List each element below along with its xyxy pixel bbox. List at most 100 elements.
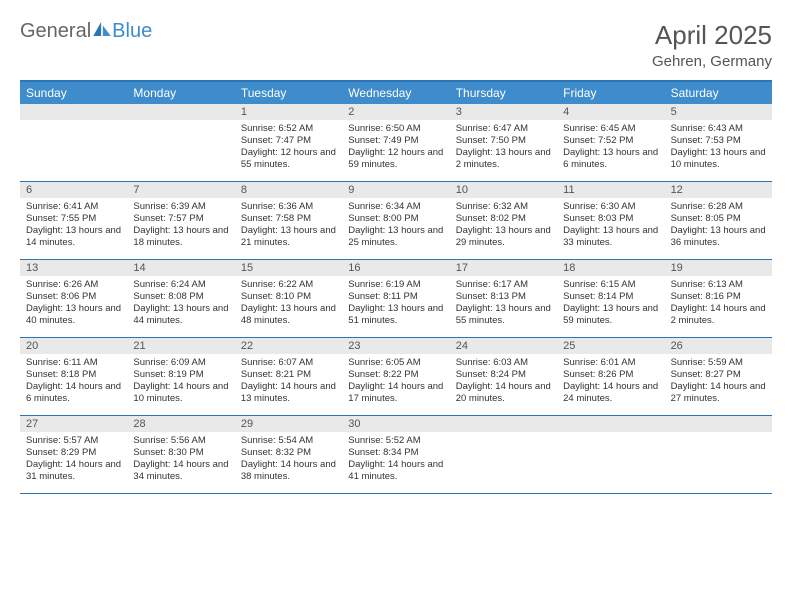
day-number: 27	[20, 416, 127, 432]
day-cell: Sunrise: 6:39 AMSunset: 7:57 PMDaylight:…	[127, 198, 234, 259]
day-number: 5	[665, 104, 772, 120]
body-row: Sunrise: 6:11 AMSunset: 8:18 PM Daylight:…	[20, 354, 772, 415]
sunset-line: Sunset: 8:03 PM	[563, 213, 658, 225]
day-cell: Sunrise: 6:09 AMSunset: 8:19 PMDaylight:…	[127, 354, 234, 415]
day-cell: Sunrise: 5:52 AMSunset: 8:34 PMDaylight:…	[342, 432, 449, 493]
sunset-line: Sunset: 8:11 PM	[348, 291, 443, 303]
day-number: 29	[235, 416, 342, 432]
daynum-row: 6789101112	[20, 182, 772, 198]
day-number: 22	[235, 338, 342, 354]
sunrise-line: Sunrise: 6:34 AM	[348, 201, 443, 213]
day-cell: Sunrise: 6:50 AMSunset: 7:49 PMDaylight:…	[342, 120, 449, 181]
sunrise-line: Sunrise: 5:52 AM	[348, 435, 443, 447]
day-cell: Sunrise: 6:26 AMSunset: 8:06 PMDaylight:…	[20, 276, 127, 337]
weekday-label: Wednesday	[342, 82, 449, 104]
daylight-line: Daylight: 14 hours and 34 minutes.	[133, 459, 228, 483]
daylight-line: Daylight: 13 hours and 55 minutes.	[456, 303, 551, 327]
day-cell: Sunrise: 6:13 AMSunset: 8:16 PMDaylight:…	[665, 276, 772, 337]
sunrise-line: Sunrise: 6:05 AM	[348, 357, 443, 369]
daynum-row: 12345	[20, 104, 772, 120]
sunset-line: Sunset: 8:29 PM	[26, 447, 121, 459]
day-number: 21	[127, 338, 234, 354]
day-cell: Sunrise: 6:11 AMSunset: 8:18 PMDaylight:…	[20, 354, 127, 415]
daylight-line: Daylight: 13 hours and 21 minutes.	[241, 225, 336, 249]
day-cell: Sunrise: 6:22 AMSunset: 8:10 PMDaylight:…	[235, 276, 342, 337]
sunset-line: Sunset: 8:08 PM	[133, 291, 228, 303]
day-cell	[665, 432, 772, 493]
day-number: 14	[127, 260, 234, 276]
sunset-line: Sunset: 7:57 PM	[133, 213, 228, 225]
sunrise-line: Sunrise: 6:17 AM	[456, 279, 551, 291]
daylight-line: Daylight: 13 hours and 25 minutes.	[348, 225, 443, 249]
day-number: 12	[665, 182, 772, 198]
day-cell: Sunrise: 6:15 AMSunset: 8:14 PMDaylight:…	[557, 276, 664, 337]
sunset-line: Sunset: 8:18 PM	[26, 369, 121, 381]
day-number: 10	[450, 182, 557, 198]
sunrise-line: Sunrise: 6:01 AM	[563, 357, 658, 369]
weekday-label: Thursday	[450, 82, 557, 104]
daylight-line: Daylight: 13 hours and 44 minutes.	[133, 303, 228, 327]
day-cell: Sunrise: 6:47 AMSunset: 7:50 PMDaylight:…	[450, 120, 557, 181]
week-row: 20212223242526Sunrise: 6:11 AMSunset: 8:…	[20, 338, 772, 416]
day-cell: Sunrise: 6:24 AMSunset: 8:08 PMDaylight:…	[127, 276, 234, 337]
sunset-line: Sunset: 8:22 PM	[348, 369, 443, 381]
daylight-line: Daylight: 13 hours and 29 minutes.	[456, 225, 551, 249]
daylight-line: Daylight: 14 hours and 17 minutes.	[348, 381, 443, 405]
sunrise-line: Sunrise: 6:11 AM	[26, 357, 121, 369]
month-title: April 2025	[652, 20, 772, 51]
day-cell: Sunrise: 6:01 AMSunset: 8:26 PMDaylight:…	[557, 354, 664, 415]
day-number: 6	[20, 182, 127, 198]
sunrise-line: Sunrise: 5:59 AM	[671, 357, 766, 369]
day-number: 3	[450, 104, 557, 120]
sunrise-line: Sunrise: 6:09 AM	[133, 357, 228, 369]
body-row: Sunrise: 6:26 AMSunset: 8:06 PMDaylight:…	[20, 276, 772, 337]
sunrise-line: Sunrise: 6:50 AM	[348, 123, 443, 135]
sunrise-line: Sunrise: 6:32 AM	[456, 201, 551, 213]
day-cell: Sunrise: 6:28 AMSunset: 8:05 PMDaylight:…	[665, 198, 772, 259]
daylight-line: Daylight: 14 hours and 2 minutes.	[671, 303, 766, 327]
sunset-line: Sunset: 8:06 PM	[26, 291, 121, 303]
sunrise-line: Sunrise: 6:52 AM	[241, 123, 336, 135]
sunrise-line: Sunrise: 6:22 AM	[241, 279, 336, 291]
day-number: 1	[235, 104, 342, 120]
sunset-line: Sunset: 8:14 PM	[563, 291, 658, 303]
sunrise-line: Sunrise: 6:41 AM	[26, 201, 121, 213]
sunset-line: Sunset: 8:19 PM	[133, 369, 228, 381]
day-cell: Sunrise: 5:54 AMSunset: 8:32 PMDaylight:…	[235, 432, 342, 493]
sunrise-line: Sunrise: 6:43 AM	[671, 123, 766, 135]
day-number: 26	[665, 338, 772, 354]
day-number: 15	[235, 260, 342, 276]
daynum-row: 13141516171819	[20, 260, 772, 276]
sunset-line: Sunset: 8:32 PM	[241, 447, 336, 459]
day-cell: Sunrise: 6:05 AMSunset: 8:22 PMDaylight:…	[342, 354, 449, 415]
sunrise-line: Sunrise: 5:54 AM	[241, 435, 336, 447]
daylight-line: Daylight: 14 hours and 27 minutes.	[671, 381, 766, 405]
day-number	[557, 416, 664, 432]
daylight-line: Daylight: 12 hours and 55 minutes.	[241, 147, 336, 171]
sunset-line: Sunset: 8:24 PM	[456, 369, 551, 381]
sunrise-line: Sunrise: 6:03 AM	[456, 357, 551, 369]
daynum-row: 27282930	[20, 416, 772, 432]
sunset-line: Sunset: 8:34 PM	[348, 447, 443, 459]
day-number: 30	[342, 416, 449, 432]
week-row: 13141516171819Sunrise: 6:26 AMSunset: 8:…	[20, 260, 772, 338]
week-row: 27282930Sunrise: 5:57 AMSunset: 8:29 PMD…	[20, 416, 772, 494]
sunrise-line: Sunrise: 6:28 AM	[671, 201, 766, 213]
sunset-line: Sunset: 7:47 PM	[241, 135, 336, 147]
day-cell	[20, 120, 127, 181]
sunset-line: Sunset: 8:10 PM	[241, 291, 336, 303]
day-cell	[127, 120, 234, 181]
sunset-line: Sunset: 7:55 PM	[26, 213, 121, 225]
weekday-label: Saturday	[665, 82, 772, 104]
weekday-label: Tuesday	[235, 82, 342, 104]
body-row: Sunrise: 5:57 AMSunset: 8:29 PMDaylight:…	[20, 432, 772, 493]
daylight-line: Daylight: 13 hours and 51 minutes.	[348, 303, 443, 327]
daylight-line: Daylight: 14 hours and 31 minutes.	[26, 459, 121, 483]
sunrise-line: Sunrise: 6:13 AM	[671, 279, 766, 291]
header: General Blue April 2025 Gehren, Germany	[20, 20, 772, 70]
location-label: Gehren, Germany	[652, 53, 772, 70]
body-row: Sunrise: 6:52 AMSunset: 7:47 PMDaylight:…	[20, 120, 772, 181]
daylight-line: Daylight: 13 hours and 59 minutes.	[563, 303, 658, 327]
sunset-line: Sunset: 8:16 PM	[671, 291, 766, 303]
weekday-header: SundayMondayTuesdayWednesdayThursdayFrid…	[20, 82, 772, 104]
